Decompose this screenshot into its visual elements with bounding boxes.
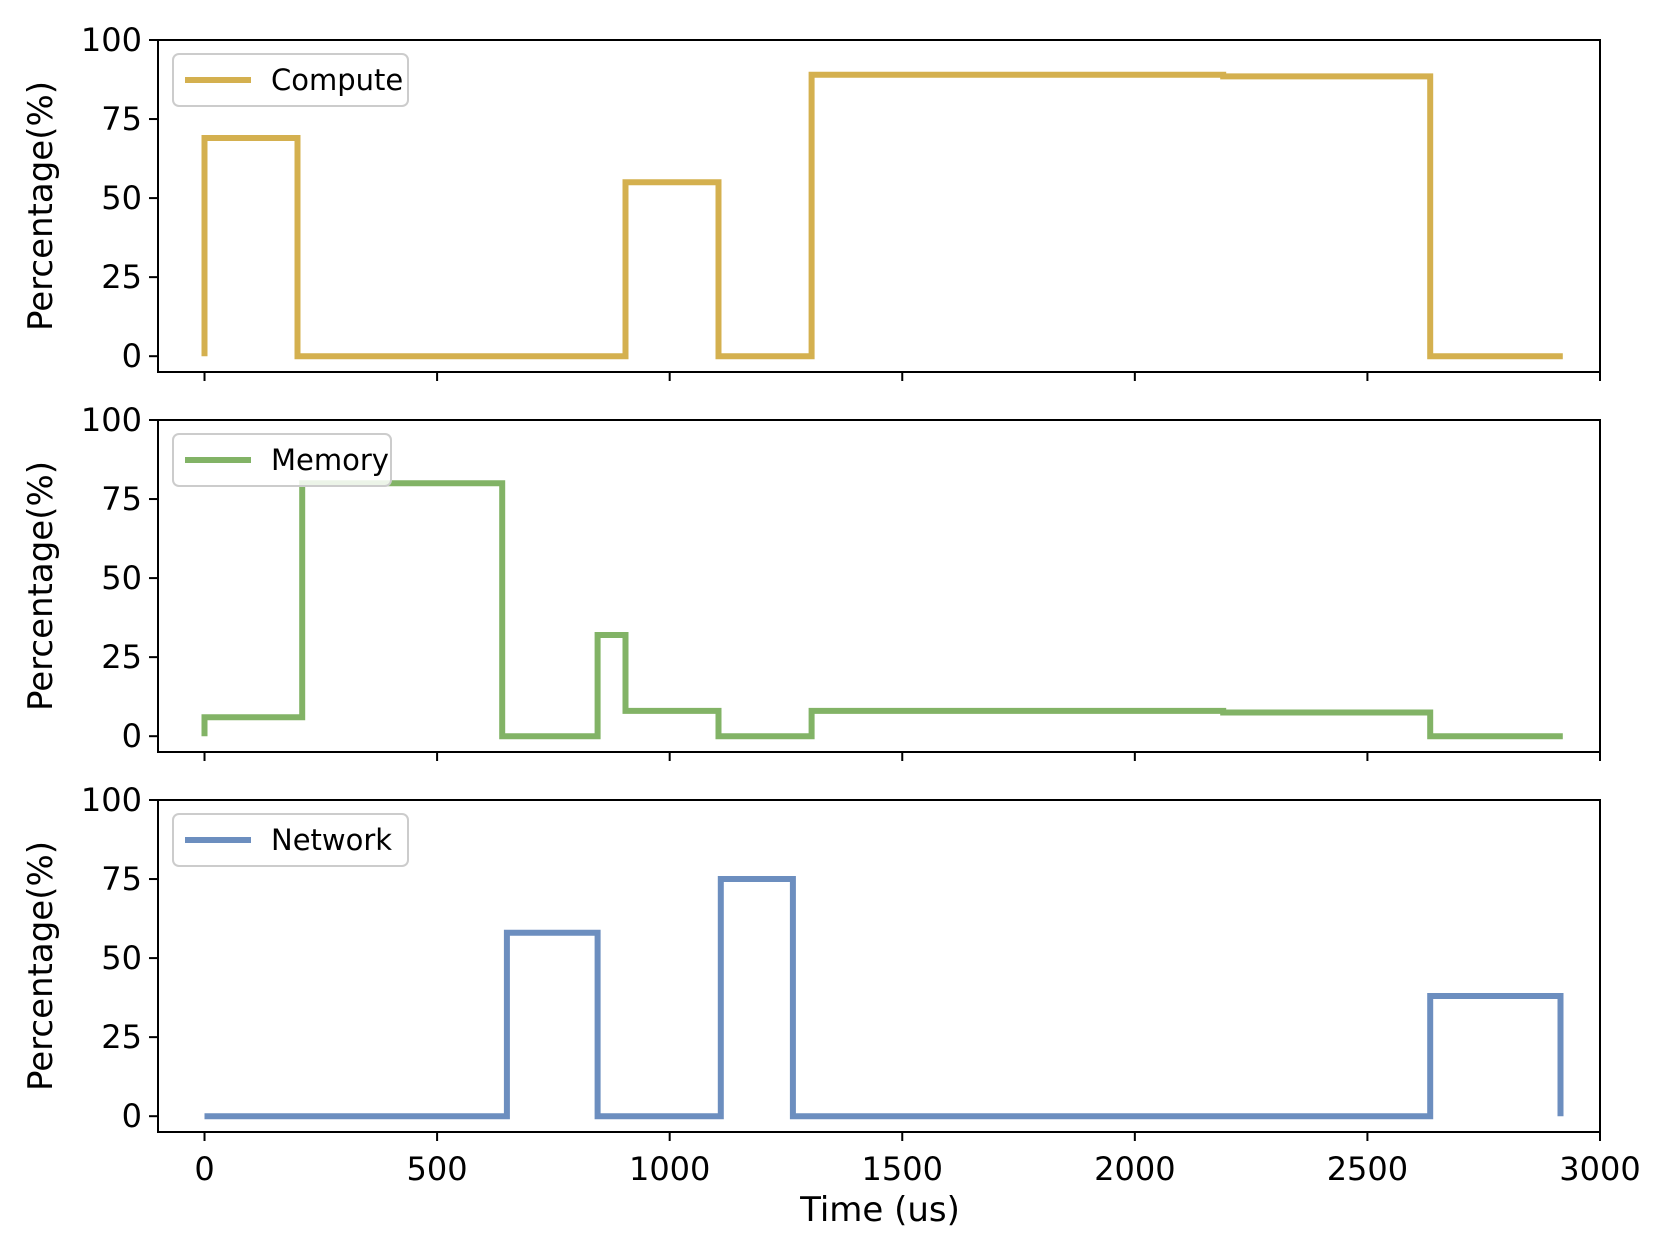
y-tick-label: 0 [122, 337, 142, 375]
y-tick-label: 50 [101, 939, 142, 977]
y-tick-label: 50 [101, 179, 142, 217]
y-tick-label: 75 [101, 860, 142, 898]
x-tick-label: 3000 [1559, 1150, 1640, 1188]
x-tick-label: 500 [407, 1150, 468, 1188]
panel-compute: 0 25 50 75 100 Percentage(%) Compute [21, 21, 1601, 381]
legend-label: Network [271, 823, 392, 857]
y-tick-label: 25 [101, 638, 142, 676]
legend-box [172, 53, 409, 107]
legend-compute: Compute [172, 53, 409, 107]
plot-frame [157, 39, 1601, 373]
y-axis-title: Percentage(%) [21, 81, 61, 331]
legend-label: Compute [271, 63, 403, 97]
plot-frame [157, 419, 1601, 753]
y-axis-title: Percentage(%) [21, 841, 61, 1091]
series-line-network [204, 876, 1564, 1120]
y-tick-label: 25 [101, 258, 142, 296]
panels-layer: 0 25 50 75 100 Percentage(%) Compute 0 25 50 75 100… [21, 21, 1641, 1188]
x-tick-label: 1500 [862, 1150, 943, 1188]
legend-memory: Memory [172, 433, 392, 487]
panel-memory: 0 25 50 75 100 Percentage(%) Memory [21, 401, 1601, 761]
x-tick-label: 1000 [629, 1150, 710, 1188]
plot-frame [157, 799, 1601, 1133]
legend-network: Network [172, 813, 409, 867]
y-axis-title: Percentage(%) [21, 461, 61, 711]
x-axis-title: Time (us) [799, 1190, 960, 1230]
legend-box [172, 813, 409, 867]
legend-label: Memory [271, 443, 389, 477]
y-tick-label: 0 [122, 1097, 142, 1135]
y-tick-label: 75 [101, 100, 142, 138]
y-tick-label: 100 [81, 781, 142, 819]
series-line-compute [201, 71, 1563, 360]
y-tick-label: 100 [81, 401, 142, 439]
legend-box [172, 433, 392, 487]
x-tick-label: 0 [194, 1150, 214, 1188]
y-tick-label: 25 [101, 1018, 142, 1056]
y-tick-label: 50 [101, 559, 142, 597]
y-tick-label: 75 [101, 480, 142, 518]
y-tick-label: 100 [81, 21, 142, 59]
x-tick-label: 2500 [1327, 1150, 1408, 1188]
series-line-memory [201, 480, 1563, 740]
y-tick-label: 0 [122, 717, 142, 755]
x-tick-label: 2000 [1094, 1150, 1175, 1188]
